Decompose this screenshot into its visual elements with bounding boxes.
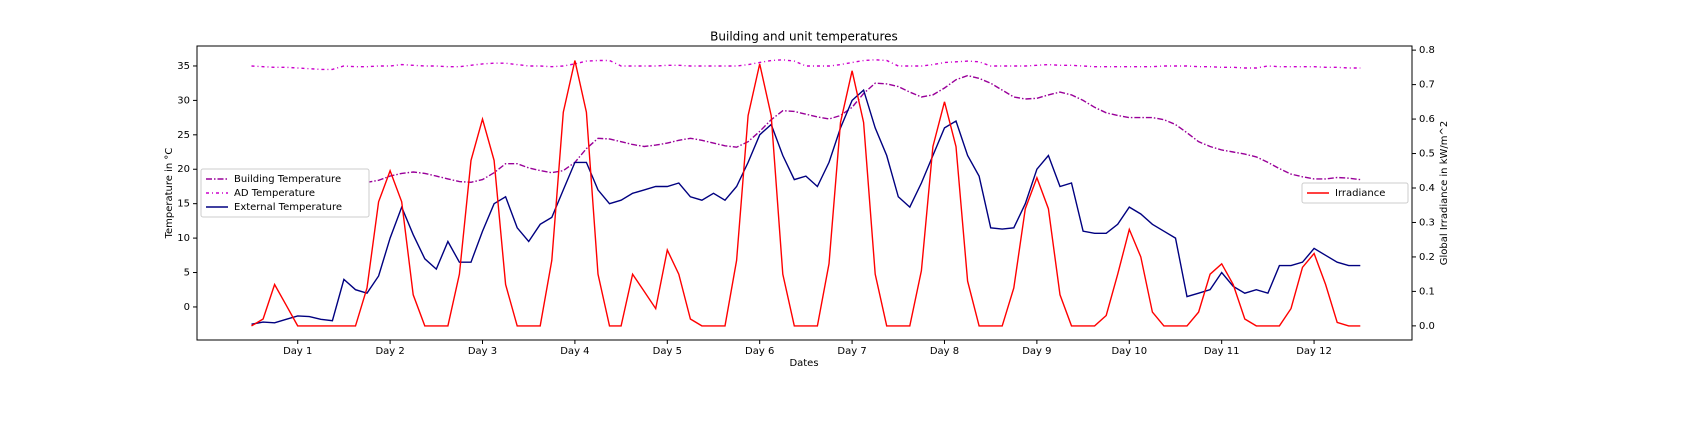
series-line [251,59,1361,71]
y2-tick-label: 0.2 [1419,252,1435,263]
x-tick-label: Day 12 [1296,346,1332,357]
series-line [251,74,1361,184]
x-tick-label: Day 1 [283,346,312,357]
y2-tick-label: 0.8 [1419,45,1435,56]
x-tick-label: Day 8 [930,346,959,357]
series-line [251,88,1361,325]
y2-tick-label: 0.4 [1419,183,1435,194]
x-tick-label: Day 3 [468,346,497,357]
y2-tick-label: 0.7 [1419,80,1435,91]
x-tick-label: Day 5 [653,346,682,357]
y-tick-label: 35 [177,61,190,72]
x-tick-label: Day 2 [375,346,404,357]
legend-box [1301,182,1409,204]
x-tick-label: Day 11 [1204,346,1240,357]
y-tick-label: 10 [177,233,190,244]
y-axis-label: Temperature in °C [164,148,175,240]
legend-label: External Temperature [234,202,342,213]
series-line [251,60,1361,327]
legend-label: Building Temperature [234,174,341,185]
x-tick-label: Day 9 [1022,346,1051,357]
y2-tick-label: 0.5 [1419,149,1435,160]
y2-tick-label: 0.6 [1419,114,1435,125]
x-tick-label: Day 10 [1111,346,1147,357]
chart-title: Building and unit temperatures [710,30,898,44]
plot-frame [196,45,1413,341]
y-tick-label: 20 [177,164,190,175]
y2-tick-label: 0.1 [1419,286,1435,297]
y-tick-label: 5 [184,268,190,279]
legend-label: Irradiance [1335,188,1385,199]
y2-tick-label: 0.0 [1419,321,1435,332]
y-tick-label: 15 [177,199,190,210]
legend-box [200,168,370,218]
x-tick-label: Day 4 [560,346,589,357]
legend-label: AD Temperature [234,188,315,199]
x-tick-label: Day 6 [745,346,774,357]
y2-tick-label: 0.3 [1419,217,1435,228]
y-tick-label: 30 [177,95,190,106]
x-axis-label: Dates [789,358,818,369]
y-tick-label: 25 [177,130,190,141]
x-tick-label: Day 7 [837,346,866,357]
y-tick-label: 0 [184,302,190,313]
y2-axis-label: Global Irradiance in kW/m^2 [1439,121,1450,265]
